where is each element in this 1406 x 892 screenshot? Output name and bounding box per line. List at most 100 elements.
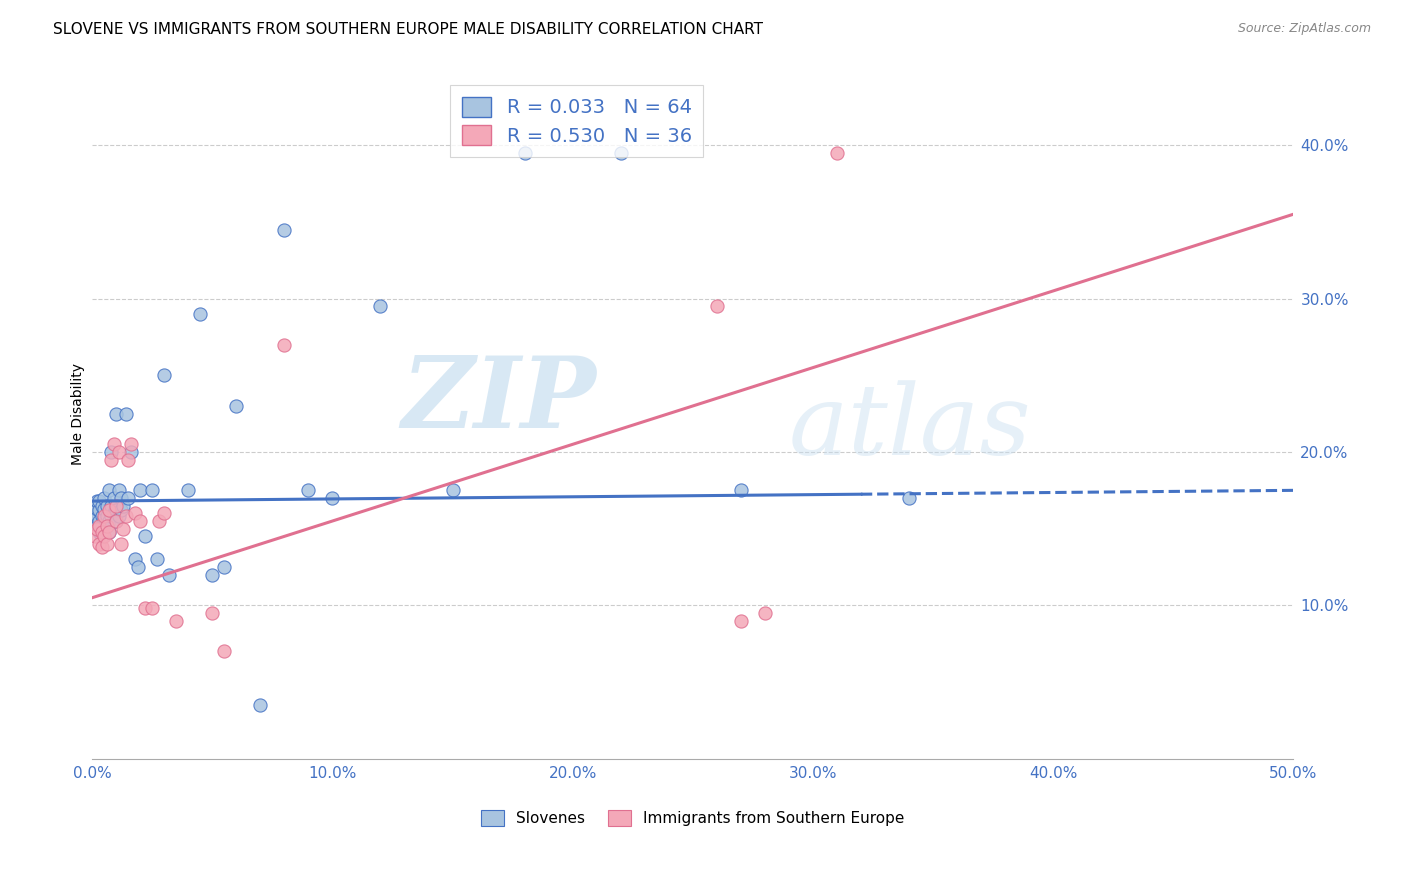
Point [105, 503, 128, 517]
Point [321, 491, 343, 505]
Point [706, 299, 728, 313]
Point [112, 499, 135, 513]
Point [148, 514, 170, 528]
Point [83, 507, 105, 521]
Point [141, 601, 163, 615]
Point [214, 560, 236, 574]
Point [96, 499, 118, 513]
Point [120, 437, 142, 451]
Point [90, 518, 112, 533]
Point [86, 522, 108, 536]
Point [129, 483, 152, 498]
Point [103, 437, 125, 451]
Point [117, 491, 139, 505]
Point [89, 537, 111, 551]
Point [127, 560, 149, 574]
Point [100, 452, 122, 467]
Point [273, 222, 295, 236]
Y-axis label: Male Disability: Male Disability [72, 363, 86, 465]
Point [98, 524, 121, 539]
Point [93, 529, 115, 543]
Point [105, 407, 128, 421]
Text: SLOVENE VS IMMIGRANTS FROM SOUTHERN EUROPE MALE DISABILITY CORRELATION CHART: SLOVENE VS IMMIGRANTS FROM SOUTHERN EURO… [53, 22, 763, 37]
Point [98, 524, 121, 539]
Point [114, 509, 136, 524]
Point [141, 483, 163, 498]
Point [89, 514, 111, 528]
Point [100, 445, 122, 459]
Point [93, 509, 115, 524]
Point [370, 299, 392, 313]
Point [89, 503, 111, 517]
Point [110, 537, 132, 551]
Point [105, 499, 128, 513]
Point [273, 337, 295, 351]
Point [825, 145, 848, 160]
Point [112, 522, 135, 536]
Point [129, 514, 152, 528]
Point [83, 529, 105, 543]
Point [86, 518, 108, 533]
Point [86, 509, 108, 524]
Point [188, 307, 211, 321]
Text: Source: ZipAtlas.com: Source: ZipAtlas.com [1237, 22, 1371, 36]
Point [898, 491, 921, 505]
Point [90, 529, 112, 543]
Point [153, 507, 176, 521]
Point [96, 518, 118, 533]
Point [730, 614, 752, 628]
Point [93, 491, 115, 505]
Point [90, 509, 112, 524]
Point [89, 524, 111, 539]
Point [96, 518, 118, 533]
Point [114, 407, 136, 421]
Point [249, 698, 271, 712]
Point [153, 368, 176, 383]
Point [98, 483, 121, 498]
Point [134, 529, 156, 543]
Point [730, 483, 752, 498]
Point [96, 509, 118, 524]
Legend: Slovenes, Immigrants from Southern Europe: Slovenes, Immigrants from Southern Europ… [475, 805, 911, 832]
Point [93, 501, 115, 516]
Point [89, 494, 111, 508]
Point [225, 399, 247, 413]
Point [83, 514, 105, 528]
Point [90, 540, 112, 554]
Point [124, 507, 146, 521]
Point [157, 567, 180, 582]
Point [110, 491, 132, 505]
Point [754, 606, 776, 620]
Point [513, 145, 536, 160]
Point [609, 145, 631, 160]
Point [107, 509, 129, 524]
Point [117, 452, 139, 467]
Point [96, 537, 118, 551]
Point [105, 514, 128, 528]
Point [98, 514, 121, 528]
Point [107, 445, 129, 459]
Point [177, 483, 200, 498]
Point [201, 606, 224, 620]
Point [86, 494, 108, 508]
Point [89, 518, 111, 533]
Point [201, 567, 224, 582]
Text: atlas: atlas [789, 380, 1032, 475]
Point [107, 483, 129, 498]
Point [90, 524, 112, 539]
Point [110, 503, 132, 517]
Point [146, 552, 169, 566]
Text: ZIP: ZIP [402, 351, 596, 448]
Point [297, 483, 319, 498]
Point [86, 501, 108, 516]
Point [134, 601, 156, 615]
Point [83, 499, 105, 513]
Point [98, 503, 121, 517]
Point [93, 511, 115, 525]
Point [93, 522, 115, 536]
Point [120, 445, 142, 459]
Point [103, 507, 125, 521]
Point [90, 499, 112, 513]
Point [124, 552, 146, 566]
Point [441, 483, 464, 498]
